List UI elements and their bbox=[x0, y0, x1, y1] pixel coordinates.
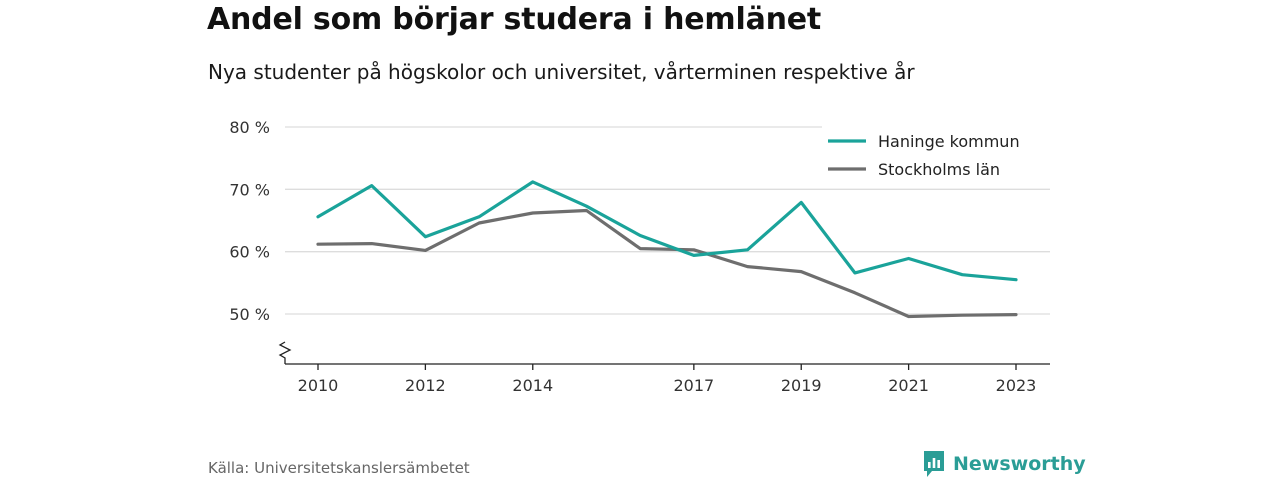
series-line bbox=[316, 208, 1018, 319]
axis-break-icon bbox=[278, 341, 292, 364]
x-tick-label: 2017 bbox=[673, 376, 714, 395]
x-axis-ticks: 2010 2012 2014 2017 2019 2021 2023 bbox=[298, 364, 1037, 395]
x-axis bbox=[278, 341, 1050, 365]
y-axis-ticks: 80 % 70 % 60 % 50 % bbox=[229, 118, 270, 324]
x-tick-label: 2023 bbox=[996, 376, 1037, 395]
newsworthy-logo-icon bbox=[924, 451, 944, 477]
y-tick-label: 60 % bbox=[229, 243, 270, 262]
brand-logo[interactable]: Newsworthy bbox=[922, 450, 1086, 478]
y-tick-label: 50 % bbox=[229, 305, 270, 324]
y-tick-label: 70 % bbox=[229, 180, 270, 199]
chart-title: Andel som börjar studera i hemlänet bbox=[207, 2, 822, 37]
x-tick-label: 2019 bbox=[781, 376, 822, 395]
x-tick-label: 2021 bbox=[888, 376, 929, 395]
legend-background bbox=[822, 126, 1050, 186]
x-tick-label: 2014 bbox=[512, 376, 553, 395]
legend: Haninge kommun Stockholms län bbox=[822, 126, 1050, 186]
legend-label: Stockholms län bbox=[878, 160, 1000, 179]
x-tick-label: 2010 bbox=[298, 376, 339, 395]
brand-name: Newsworthy bbox=[953, 453, 1086, 475]
source-note: Källa: Universitetskanslersämbetet bbox=[208, 459, 470, 477]
series-line bbox=[316, 180, 1018, 282]
chart-subtitle: Nya studenter på högskolor och universit… bbox=[208, 60, 915, 84]
legend-label: Haninge kommun bbox=[878, 132, 1020, 151]
series-lines bbox=[316, 180, 1018, 319]
y-tick-label: 80 % bbox=[229, 118, 270, 137]
x-tick-label: 2012 bbox=[405, 376, 446, 395]
